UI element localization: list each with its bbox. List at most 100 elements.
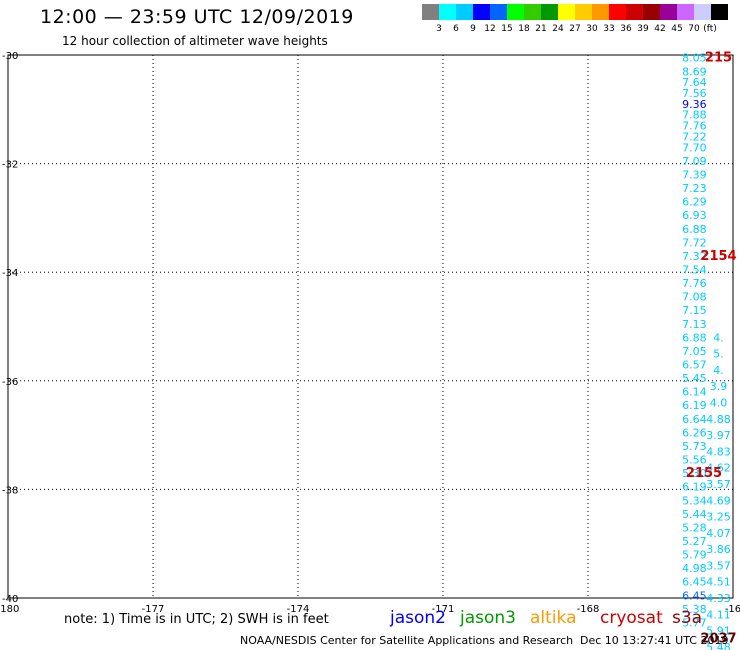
wave-height-value: 5.28 xyxy=(682,521,707,534)
satellite-s3a: s3a xyxy=(672,608,703,628)
wave-height-value: 6.29 xyxy=(682,196,707,209)
color-swatch xyxy=(643,4,660,20)
color-tick-label: 45 xyxy=(671,24,683,34)
x-tick-label: -171 xyxy=(432,604,455,615)
wave-height-value: 7.88 xyxy=(682,109,707,122)
wave-height-value: 4.11 xyxy=(706,608,731,621)
color-swatch xyxy=(507,4,524,20)
wave-height-value: 5.48 xyxy=(706,641,731,650)
satellite-cryosat: cryosat xyxy=(600,608,663,628)
chart-title: 12:00 — 23:59 UTC 12/09/2019 xyxy=(40,6,354,28)
wave-height-value: 4. xyxy=(713,331,724,344)
wave-height-value: 4.62 xyxy=(706,462,731,475)
wave-height-value: 4.83 xyxy=(706,445,731,458)
units-note: note: 1) Time is in UTC; 2) SWH is in fe… xyxy=(64,612,329,627)
color-tick-label: 39 xyxy=(637,24,649,34)
color-swatch xyxy=(490,4,507,20)
wave-height-value: 3.57 xyxy=(706,478,731,491)
wave-height-value: 7.76 xyxy=(682,120,707,133)
wave-height-value: 7.54 xyxy=(682,263,707,276)
wave-height-value: 7.76 xyxy=(682,277,707,290)
wave-height-value: 5.79 xyxy=(682,549,707,562)
wave-height-value: 7.05 xyxy=(682,345,707,358)
y-tick-label: -40 xyxy=(2,594,18,605)
time-label: 215 xyxy=(705,51,732,66)
satellite-jason3: jason3 xyxy=(460,608,516,628)
y-tick-label: -30 xyxy=(2,51,18,62)
x-tick-label: -16 xyxy=(725,604,740,615)
satellite-altika: altika xyxy=(530,608,577,628)
time-label: 2154 xyxy=(700,249,736,264)
x-tick-label: -180 xyxy=(0,604,19,615)
y-tick-label: -34 xyxy=(2,268,18,279)
wave-height-value: 6.88 xyxy=(682,331,707,344)
wave-height-value: 6.93 xyxy=(682,209,707,222)
wave-height-value: 3.57 xyxy=(706,559,731,572)
wave-height-value: 3.25 xyxy=(706,511,731,524)
wave-height-value: 6.57 xyxy=(682,359,707,372)
color-swatch xyxy=(575,4,592,20)
wave-height-value: 5.44 xyxy=(682,508,707,521)
wave-height-value: 7.72 xyxy=(682,236,707,249)
color-swatch xyxy=(558,4,575,20)
wave-height-value: 6.19 xyxy=(682,481,707,494)
color-tick-label: 21 xyxy=(535,24,547,34)
color-swatch xyxy=(422,4,439,20)
wave-height-value: 3.97 xyxy=(706,429,731,442)
color-swatch xyxy=(626,4,643,20)
wave-height-value: 3.86 xyxy=(706,543,731,556)
wave-height-value: 7.56 xyxy=(682,87,707,100)
wave-height-value: 5.38 xyxy=(682,603,707,616)
wave-height-value: 7.70 xyxy=(682,141,707,154)
wave-height-value: 6.45 xyxy=(682,576,707,589)
wave-height-value: 8.05 xyxy=(682,52,707,65)
plot-frame xyxy=(7,54,734,599)
color-tick-label: 9 xyxy=(470,24,476,34)
wave-height-value: 6.19 xyxy=(682,399,707,412)
credit-text: NOAA/NESDIS Center for Satellite Applica… xyxy=(240,634,574,647)
wave-height-value: 5.27 xyxy=(682,535,707,548)
y-tick-label: -36 xyxy=(2,377,18,388)
time-label: 2155 xyxy=(686,466,722,481)
wave-height-value: 6.88 xyxy=(682,223,707,236)
wave-height-value: 4.0 xyxy=(710,397,728,410)
color-unit-label: (ft) xyxy=(703,24,717,34)
wave-height-value: 7.23 xyxy=(682,182,707,195)
y-tick-label: -38 xyxy=(2,485,18,496)
wave-height-value: 6.26 xyxy=(682,426,707,439)
wave-height-value: 7.13 xyxy=(682,318,707,331)
wave-height-value: 6.45 xyxy=(682,589,707,602)
color-tick-label: 27 xyxy=(569,24,581,34)
x-tick-label: -174 xyxy=(287,604,310,615)
wave-height-value: 7.15 xyxy=(682,304,707,317)
wave-height-value: 4.07 xyxy=(706,527,731,540)
wave-height-value: 5.56 xyxy=(682,454,707,467)
wave-height-value: 6.64 xyxy=(682,413,707,426)
wave-height-value: 4.98 xyxy=(682,562,707,575)
color-tick-label: 42 xyxy=(654,24,666,34)
wave-height-value: 5.45 xyxy=(682,372,707,385)
color-swatch xyxy=(592,4,609,20)
wave-height-value: 3.9 xyxy=(710,380,728,393)
wave-height-value: 7.09 xyxy=(682,155,707,168)
color-tick-label: 36 xyxy=(620,24,632,34)
color-tick-label: 30 xyxy=(586,24,598,34)
wave-height-value: 5.73 xyxy=(682,440,707,453)
color-tick-label: 12 xyxy=(484,24,496,34)
wave-height-value: 5.30 xyxy=(682,467,707,480)
wave-height-value: 7.22 xyxy=(682,130,707,143)
color-tick-label: 15 xyxy=(501,24,513,34)
color-swatch xyxy=(609,4,626,20)
time-label: 2037 xyxy=(700,632,736,647)
chart-subtitle: 12 hour collection of altimeter wave hei… xyxy=(62,34,328,48)
color-swatch xyxy=(524,4,541,20)
wave-height-value: 4.69 xyxy=(706,494,731,507)
wave-height-value: 7.64 xyxy=(682,76,707,89)
color-swatch xyxy=(694,4,711,20)
wave-height-value: 5.91 xyxy=(706,625,731,638)
wave-height-value: 4. xyxy=(713,364,724,377)
wave-height-value: 5.34 xyxy=(682,494,707,507)
wave-height-value: 4.33 xyxy=(706,592,731,605)
color-swatch xyxy=(473,4,490,20)
